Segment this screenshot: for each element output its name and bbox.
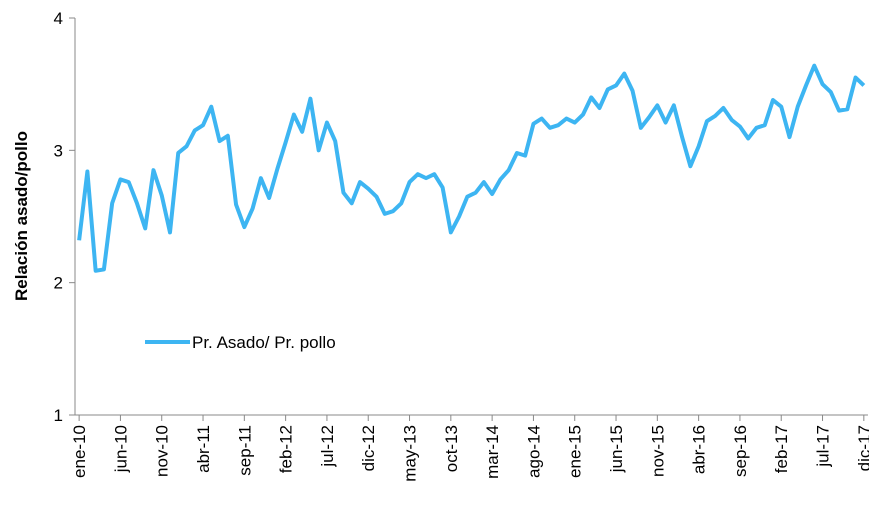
y-tick-label: 3 <box>54 141 63 160</box>
x-tick-label: ago-14 <box>524 425 543 478</box>
x-tick-label: feb-17 <box>772 425 791 473</box>
x-tick-label: oct-13 <box>442 425 461 472</box>
x-tick-label: sep-11 <box>235 425 254 476</box>
y-tick-label: 4 <box>54 9 63 28</box>
x-tick-label: dic-17 <box>855 425 869 471</box>
x-tick-label: abr-16 <box>690 425 709 474</box>
x-tick-label: sep-16 <box>731 425 750 477</box>
y-axis-title: Relación asado/pollo <box>12 131 31 301</box>
x-tick-label: nov-15 <box>648 425 667 477</box>
x-tick-label: abr-11 <box>194 425 213 473</box>
x-tick-label: may-13 <box>401 425 420 482</box>
x-tick-label: jul-17 <box>814 425 833 468</box>
x-tick-label: jun-10 <box>111 425 130 473</box>
y-tick-label: 2 <box>54 274 63 293</box>
data-line <box>77 63 866 273</box>
x-tick-label: feb-12 <box>277 425 296 473</box>
x-tick-label: ene-10 <box>70 425 89 478</box>
x-tick-label: jun-15 <box>607 425 626 473</box>
x-tick-label: mar-14 <box>483 425 502 479</box>
x-tick-label: nov-10 <box>153 425 172 477</box>
legend-label: Pr. Asado/ Pr. pollo <box>192 333 336 352</box>
x-tick-label: ene-15 <box>566 425 585 478</box>
y-tick-label: 1 <box>54 406 63 425</box>
x-tick-label: jul-12 <box>318 425 337 468</box>
x-tick-label: dic-12 <box>359 425 378 471</box>
